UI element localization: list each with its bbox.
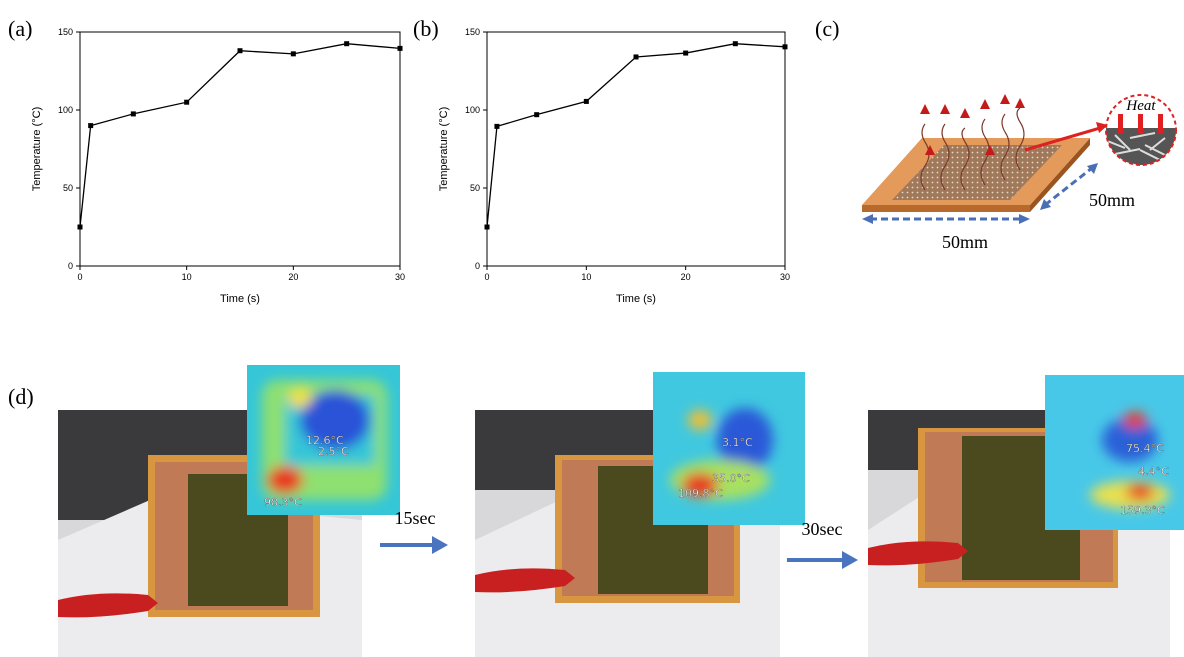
x-tick-label: 0 — [77, 272, 82, 282]
data-point — [78, 225, 83, 230]
heat-bar — [1158, 114, 1163, 134]
figure: (a) (b) (c) (d) Heat 50mm 50mm — [0, 0, 1184, 657]
x-axis-label: Time (s) — [220, 293, 260, 305]
data-line — [80, 44, 400, 227]
step-label: 30sec — [802, 519, 843, 539]
data-point — [131, 111, 136, 116]
board-edge — [862, 205, 1030, 212]
x-tick-label: 10 — [581, 272, 591, 282]
blob — [1126, 484, 1154, 500]
width-label: 50mm — [942, 232, 988, 252]
x-tick-label: 30 — [395, 272, 405, 282]
panel-label: (d) — [8, 384, 34, 409]
data-point — [344, 41, 349, 46]
page: {"chart_data": [ {"type": "line", "panel… — [0, 0, 1184, 657]
temperature-reading: 75.4°C — [1126, 442, 1164, 455]
temperature-reading: 98.3°C — [264, 496, 302, 509]
y-axis-label: Temperature (°C) — [31, 107, 43, 191]
temperature-reading: 3.1°C — [722, 436, 753, 449]
data-point — [783, 44, 788, 49]
step-arrowhead — [432, 536, 448, 554]
arrowhead — [940, 104, 950, 114]
y-tick-label: 150 — [58, 27, 73, 37]
data-point — [184, 100, 189, 105]
y-tick-label: 50 — [470, 183, 480, 193]
y-tick-label: 0 — [68, 261, 73, 271]
y-tick-label: 100 — [58, 105, 73, 115]
blob — [267, 466, 303, 494]
temperature-reading: 2.5°C — [318, 445, 349, 458]
blob — [288, 388, 312, 408]
step-label: 15sec — [395, 508, 436, 528]
data-point — [634, 54, 639, 59]
panel-label: (b) — [413, 16, 439, 41]
y-tick-label: 100 — [465, 105, 480, 115]
arrowhead — [1000, 94, 1010, 104]
x-tick-label: 10 — [182, 272, 192, 282]
data-point — [88, 123, 93, 128]
arrowhead — [960, 108, 970, 118]
data-point — [398, 46, 403, 51]
x-axis-label: Time (s) — [616, 293, 656, 305]
heat-bar — [1138, 114, 1143, 134]
data-point — [584, 99, 589, 104]
data-point — [534, 112, 539, 117]
temperature-reading: 35.0°C — [712, 472, 750, 485]
x-tick-label: 0 — [484, 272, 489, 282]
y-tick-label: 150 — [465, 27, 480, 37]
x-tick-label: 30 — [780, 272, 790, 282]
arrowhead — [980, 99, 990, 109]
plot-frame — [487, 32, 785, 266]
heat-bar — [1118, 114, 1123, 134]
temperature-reading: 109.8°C — [678, 487, 723, 500]
panel-label: (a) — [8, 16, 32, 41]
blob — [1123, 412, 1147, 428]
y-tick-label: 50 — [63, 183, 73, 193]
plot-frame — [80, 32, 400, 266]
arrowhead — [920, 104, 930, 114]
dimension-arrowhead — [1087, 163, 1098, 174]
temperature-reading: 159.3°C — [1120, 504, 1165, 517]
depth-label: 50mm — [1089, 190, 1135, 210]
dimension-arrowhead — [1019, 214, 1030, 224]
data-point — [494, 124, 499, 129]
data-point — [733, 41, 738, 46]
y-tick-label: 0 — [475, 261, 480, 271]
y-axis-label: Temperature (°C) — [438, 107, 450, 191]
data-point — [485, 225, 490, 230]
x-tick-label: 20 — [681, 272, 691, 282]
arrowhead — [1015, 98, 1025, 108]
data-point — [238, 48, 243, 53]
dimension-arrowhead — [862, 214, 873, 224]
temperature-reading: 4.4°C — [1138, 465, 1169, 478]
data-point — [291, 51, 296, 56]
body: (a) (b) (c) (d) Heat 50mm 50mm — [0, 0, 1184, 657]
x-tick-label: 20 — [288, 272, 298, 282]
data-point — [683, 51, 688, 56]
inset-label: Heat — [1125, 98, 1156, 114]
panel-label: (c) — [815, 16, 839, 41]
step-arrowhead — [842, 551, 858, 569]
blob — [688, 410, 712, 430]
data-line — [487, 44, 785, 227]
